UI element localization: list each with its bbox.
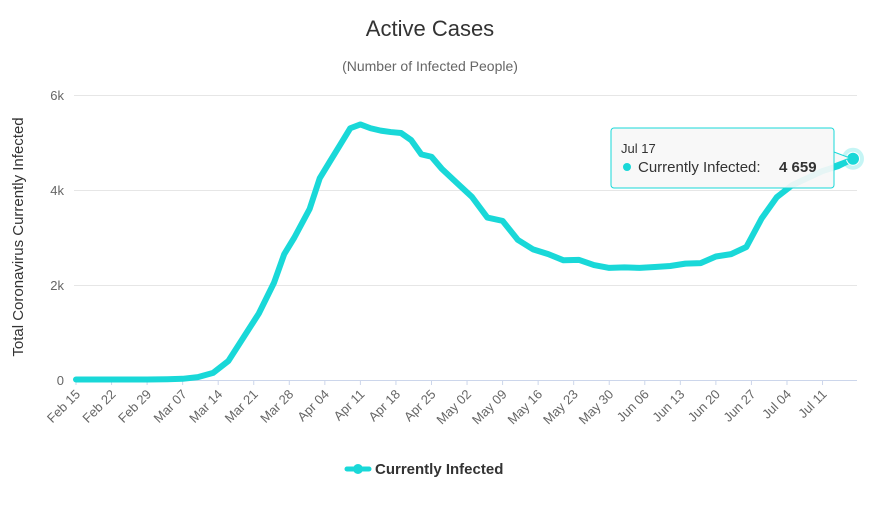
data-point[interactable] bbox=[591, 262, 597, 268]
data-point[interactable] bbox=[835, 163, 841, 169]
x-tick-label: Jun 27 bbox=[720, 387, 758, 425]
data-point[interactable] bbox=[500, 218, 506, 224]
data-point[interactable] bbox=[652, 264, 658, 270]
x-tick-label: Mar 14 bbox=[186, 387, 225, 426]
x-tick-label: Jun 06 bbox=[614, 387, 652, 425]
data-point[interactable] bbox=[398, 130, 404, 136]
data-point[interactable] bbox=[418, 151, 424, 157]
data-point[interactable] bbox=[317, 175, 323, 181]
y-tick-label: 6k bbox=[50, 88, 64, 103]
data-point[interactable] bbox=[109, 377, 115, 383]
tooltip-series-dot bbox=[623, 163, 631, 171]
legend-item-currently-infected[interactable]: Currently Infected bbox=[375, 461, 503, 478]
data-point[interactable] bbox=[713, 254, 719, 260]
data-point[interactable] bbox=[774, 194, 780, 200]
chart-subtitle: (Number of Infected People) bbox=[342, 58, 518, 74]
tooltip-box bbox=[610, 127, 835, 189]
data-point[interactable] bbox=[368, 125, 374, 131]
data-point[interactable] bbox=[256, 311, 262, 317]
x-tick-label: Jun 20 bbox=[685, 387, 723, 425]
x-tick-label: Apr 04 bbox=[294, 387, 332, 425]
data-point[interactable] bbox=[576, 257, 582, 263]
x-tick-label: Feb 15 bbox=[44, 387, 83, 426]
data-point[interactable] bbox=[637, 265, 643, 271]
series-layer bbox=[73, 121, 864, 383]
y-tick-label: 2k bbox=[50, 278, 64, 293]
data-point[interactable] bbox=[337, 142, 343, 148]
x-tick-label: Feb 29 bbox=[115, 387, 154, 426]
data-point[interactable] bbox=[545, 251, 551, 257]
data-point[interactable] bbox=[469, 194, 475, 200]
data-point[interactable] bbox=[743, 244, 749, 250]
data-point[interactable] bbox=[378, 128, 384, 134]
x-tick-label: Jul 04 bbox=[759, 387, 794, 422]
x-tick-label: Jun 13 bbox=[649, 387, 687, 425]
legend-dot-marker bbox=[353, 464, 363, 474]
data-point[interactable] bbox=[144, 377, 150, 383]
data-point[interactable] bbox=[271, 280, 277, 286]
tooltip-pointer bbox=[833, 151, 852, 165]
data-point[interactable] bbox=[180, 376, 186, 382]
data-point[interactable] bbox=[408, 137, 414, 143]
data-point[interactable] bbox=[682, 261, 688, 267]
data-point[interactable] bbox=[210, 370, 216, 376]
series-line-currently-infected[interactable] bbox=[73, 121, 856, 383]
x-tick-label: Jul 11 bbox=[795, 387, 829, 421]
data-point[interactable] bbox=[281, 251, 287, 257]
chart-title: Active Cases bbox=[366, 16, 494, 41]
data-point[interactable] bbox=[195, 374, 201, 380]
data-point[interactable] bbox=[307, 206, 313, 212]
data-point[interactable] bbox=[73, 377, 79, 383]
x-tick-label: Apr 18 bbox=[365, 387, 403, 425]
data-point[interactable] bbox=[530, 246, 536, 252]
legend[interactable]: Currently Infected bbox=[344, 461, 503, 478]
data-point[interactable] bbox=[327, 159, 333, 165]
x-tick-label: May 16 bbox=[505, 387, 546, 428]
x-tick-label: Feb 22 bbox=[79, 387, 118, 426]
data-point[interactable] bbox=[388, 129, 394, 135]
tooltip-value: 4 659 bbox=[779, 159, 817, 176]
data-point[interactable] bbox=[347, 125, 353, 131]
data-point[interactable] bbox=[428, 154, 434, 160]
x-tick-label: May 30 bbox=[576, 387, 617, 428]
data-point[interactable] bbox=[241, 334, 247, 340]
y-axis-ticks: 0 2k 4k 6k bbox=[50, 88, 64, 388]
data-point[interactable] bbox=[759, 216, 765, 222]
data-point[interactable] bbox=[164, 376, 170, 382]
data-point[interactable] bbox=[561, 257, 567, 263]
data-point[interactable] bbox=[698, 260, 704, 266]
data-point[interactable] bbox=[606, 265, 612, 271]
tooltip-date: Jul 17 bbox=[621, 141, 656, 156]
data-point[interactable] bbox=[439, 166, 445, 172]
x-tick-label: May 02 bbox=[433, 387, 474, 428]
x-tick-label: May 09 bbox=[469, 387, 510, 428]
data-point[interactable] bbox=[454, 180, 460, 186]
tooltip-series-name: Currently Infected: bbox=[638, 159, 761, 176]
x-tick-label: Mar 21 bbox=[222, 387, 261, 426]
y-axis-label: Total Coronavirus Currently Infected bbox=[10, 117, 27, 356]
x-tick-label: Mar 07 bbox=[151, 387, 190, 426]
tooltip: Jul 17 Currently Infected: 4 659 bbox=[610, 127, 852, 189]
x-tick-label: Mar 28 bbox=[257, 387, 296, 426]
data-point[interactable] bbox=[225, 358, 231, 364]
data-point[interactable] bbox=[291, 235, 297, 241]
data-point[interactable] bbox=[667, 263, 673, 269]
data-point[interactable] bbox=[728, 251, 734, 257]
y-tick-label: 0 bbox=[57, 373, 64, 388]
data-point[interactable] bbox=[357, 121, 363, 127]
x-tick-label: Apr 11 bbox=[331, 387, 368, 424]
x-tick-label: May 23 bbox=[540, 387, 581, 428]
data-point[interactable] bbox=[484, 215, 490, 221]
x-tick-label: Apr 25 bbox=[401, 387, 439, 425]
data-point[interactable] bbox=[515, 237, 521, 243]
y-tick-label: 4k bbox=[50, 183, 64, 198]
data-point[interactable] bbox=[621, 264, 627, 270]
